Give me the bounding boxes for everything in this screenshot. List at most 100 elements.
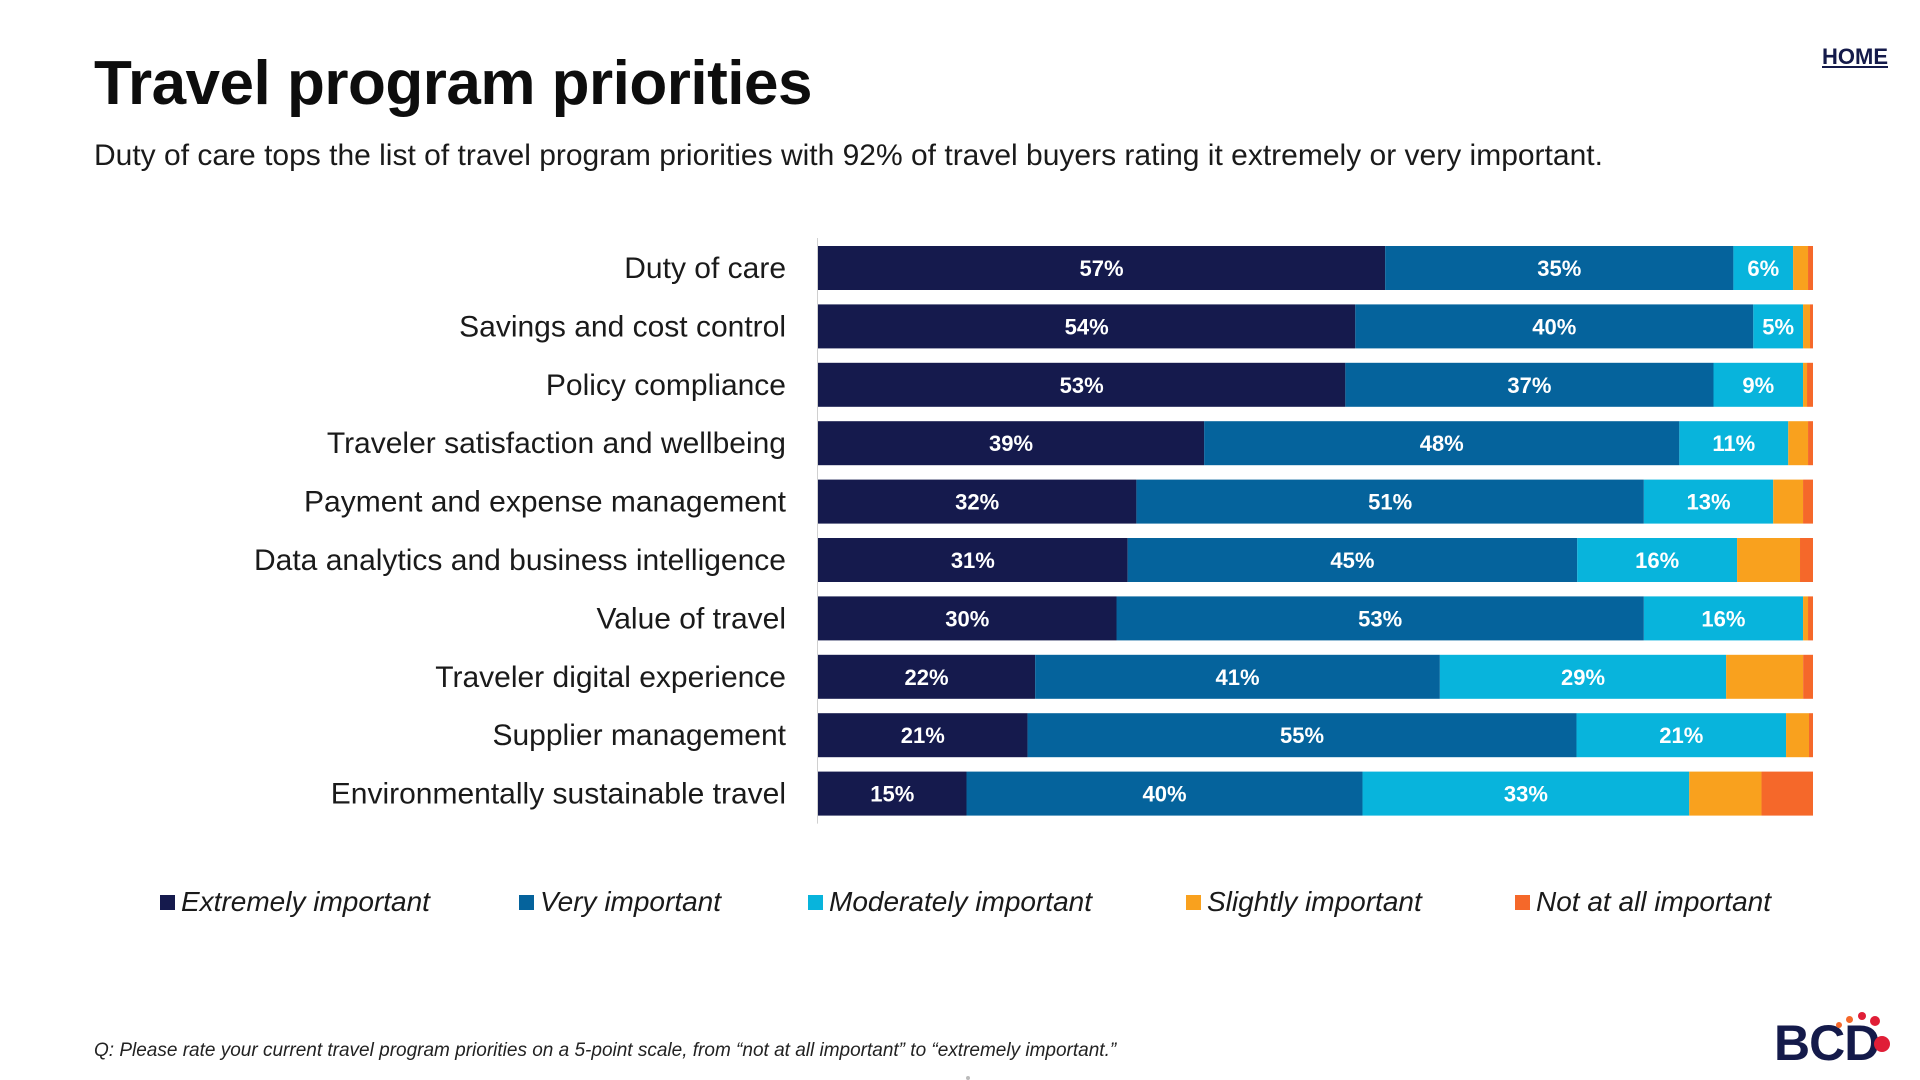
logo-dot [1846, 1016, 1853, 1023]
data-label: 11% [1712, 431, 1755, 456]
bar-segment-slightly [1788, 421, 1809, 466]
legend-item-not_at_all: Not at all important [1515, 886, 1771, 918]
bar-segment-not_at_all [1803, 479, 1813, 524]
data-label: 45% [1330, 548, 1374, 573]
bar-segment-moderately [1643, 596, 1804, 641]
bar-segment-slightly [1773, 479, 1804, 524]
bar-segment-moderately [1362, 771, 1690, 816]
legend-swatch [519, 894, 534, 910]
bar-segment-very [1345, 362, 1714, 407]
bar-segment-slightly [1803, 596, 1809, 641]
stacked-bar-chart: Duty of care 57% 35% 6% Savings and cost con… [254, 238, 1814, 824]
bar-segment-extremely [818, 246, 1386, 290]
bar-segment-not_at_all [1807, 362, 1813, 407]
data-label: 22% [905, 665, 949, 690]
logo-dot [1858, 1012, 1866, 1020]
bar-segment-slightly [1803, 304, 1811, 349]
data-label: 48% [1420, 431, 1464, 456]
category-label: Payment and expense management [304, 486, 787, 519]
page-indicator [966, 1076, 970, 1080]
data-label: 41% [1215, 665, 1259, 690]
bar-segment-moderately [1577, 538, 1738, 582]
data-label: 5% [1762, 314, 1794, 339]
footnote: Q: Please rate your current travel progr… [94, 1040, 1117, 1061]
bcd-logo: BCD [1774, 1012, 1894, 1072]
bar-segment-very [1116, 596, 1644, 641]
bar-segment-very [1136, 479, 1644, 524]
bar-segment-not_at_all [1808, 596, 1814, 641]
bar-segment-extremely [818, 771, 967, 816]
data-label: 30% [945, 606, 989, 631]
bar-segment-very [1127, 538, 1578, 582]
bar-segment-moderately [1753, 304, 1804, 349]
data-label: 33% [1504, 782, 1548, 807]
legend-item-extremely: Extremely important [160, 886, 430, 918]
bar-segment-extremely [818, 362, 1346, 407]
data-label: 39% [989, 431, 1033, 456]
bar-segment-extremely [818, 421, 1205, 466]
logo-dot [1870, 1016, 1880, 1026]
bar-segment-moderately [1713, 362, 1804, 407]
data-label: 21% [1659, 723, 1703, 748]
data-label: 15% [870, 782, 914, 807]
category-label: Savings and cost control [459, 310, 786, 343]
bar-segment-extremely [818, 479, 1137, 524]
bar-segment-extremely [818, 654, 1036, 699]
page-subtitle: Duty of care tops the list of travel pro… [94, 139, 1603, 172]
bar-segment-not_at_all [1810, 304, 1813, 349]
legend-swatch [1186, 894, 1201, 910]
bar-segment-slightly [1793, 246, 1809, 290]
logo-dot [1836, 1022, 1842, 1028]
legend-label: Moderately important [829, 886, 1093, 917]
bar-segment-moderately [1439, 654, 1727, 699]
category-label: Duty of care [624, 252, 786, 285]
bar-segment-extremely [818, 538, 1128, 582]
bar-segment-very [1204, 421, 1680, 466]
category-label: Data analytics and business intelligence [254, 544, 786, 577]
bar-segment-slightly [1689, 771, 1762, 816]
bar-segment-very [1355, 304, 1754, 349]
data-label: 35% [1537, 256, 1581, 281]
data-label: 54% [1065, 314, 1109, 339]
data-label: 55% [1280, 723, 1324, 748]
bar-segment-not_at_all [1808, 421, 1813, 466]
bar-segment-extremely [818, 304, 1356, 349]
category-label: Value of travel [596, 602, 786, 635]
legend-swatch [1515, 894, 1530, 910]
data-label: 53% [1358, 606, 1402, 631]
bar-segment-not_at_all [1800, 538, 1813, 582]
data-label: 13% [1686, 490, 1730, 515]
page-title: Travel program priorities [94, 49, 812, 118]
legend-item-slightly: Slightly important [1186, 886, 1422, 918]
bar-segment-very [1035, 654, 1440, 699]
category-label: Traveler satisfaction and wellbeing [327, 427, 786, 460]
legend-label: Slightly important [1207, 886, 1422, 917]
data-label: 32% [955, 490, 999, 515]
bar-segment-not_at_all [1809, 713, 1813, 758]
legend-item-moderately: Moderately important [808, 886, 1092, 918]
logo-dot [1874, 1036, 1890, 1052]
data-label: 51% [1368, 490, 1412, 515]
bar-segment-slightly [1803, 362, 1808, 407]
legend-label: Not at all important [1536, 886, 1771, 917]
bar-segment-moderately [1733, 246, 1794, 290]
logo-text: BCD [1774, 1015, 1880, 1071]
data-label: 40% [1142, 782, 1186, 807]
category-label: Supplier management [492, 719, 786, 752]
data-label: 40% [1532, 314, 1576, 339]
category-label: Policy compliance [546, 369, 786, 402]
bar-segment-slightly [1737, 538, 1801, 582]
data-label: 53% [1060, 373, 1104, 398]
data-label: 37% [1507, 373, 1551, 398]
home-link[interactable]: HOME [1822, 44, 1888, 69]
bar-segment-extremely [818, 596, 1117, 641]
bar-segment-extremely [818, 713, 1028, 758]
bar-segment-not_at_all [1803, 654, 1813, 699]
data-label: 6% [1747, 256, 1779, 281]
legend-swatch [808, 894, 823, 910]
category-label: Environmentally sustainable travel [331, 778, 786, 811]
data-label: 29% [1561, 665, 1605, 690]
bar-segment-moderately [1679, 421, 1789, 466]
bar-segment-slightly [1786, 713, 1809, 758]
category-label: Traveler digital experience [435, 661, 786, 694]
